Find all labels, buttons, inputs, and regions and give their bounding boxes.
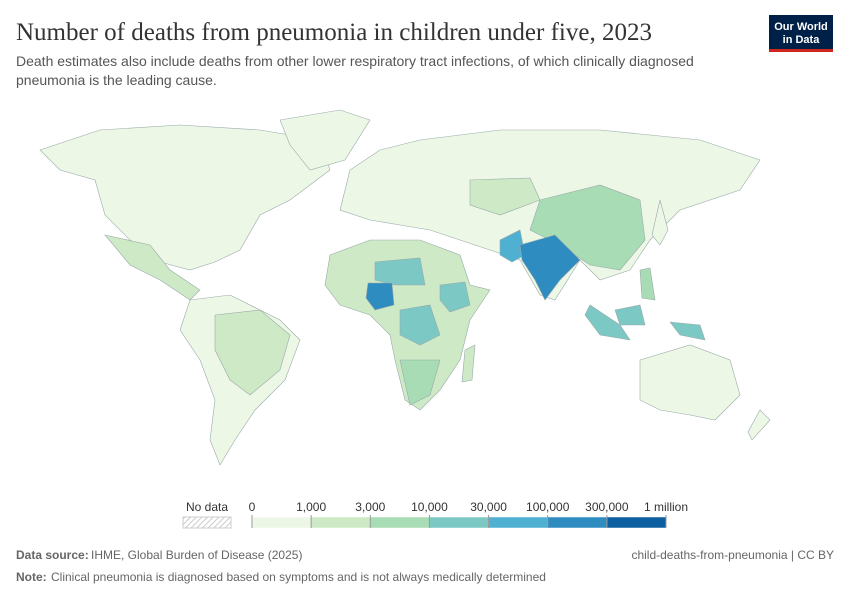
new-zealand[interactable] [747,409,771,441]
legend-bin [606,516,667,529]
legend: No data 0 1,000 3,000 10,000 30,000 100,000 30… [182,500,688,529]
central-asia[interactable] [469,177,541,216]
legend-bin [370,516,430,529]
legend-tick-label: 1 million [644,500,688,514]
legend-tick-label: 300,000 [585,500,629,514]
mexico[interactable] [104,234,201,301]
dr-congo[interactable] [399,304,441,346]
legend-tick-label: 0 [249,500,256,514]
logo-bar [769,49,833,52]
logo[interactable]: Our World in Data [769,15,833,52]
note-label: Note: [16,570,47,584]
legend-no-data-swatch [182,516,232,529]
china[interactable] [529,184,646,271]
logo-box[interactable] [769,15,833,51]
logo-text: in Data [783,34,821,46]
legend-tick-label: 1,000 [296,500,326,514]
legend-tick-label: 30,000 [470,500,507,514]
nigeria[interactable] [365,282,395,311]
legend-tick-label: 3,000 [355,500,385,514]
legend-tick-label: 10,000 [411,500,448,514]
legend-bin [488,516,548,529]
philippines[interactable] [639,267,656,301]
papua[interactable] [669,321,706,341]
brazil[interactable] [214,309,291,396]
madagascar[interactable] [461,344,476,383]
legend-bin [310,516,371,529]
legend-bin [547,516,608,529]
slug[interactable]: child-deaths-from-pneumonia | CC BY [631,548,834,562]
indonesia[interactable] [614,304,646,326]
ethiopia[interactable] [439,281,471,313]
india[interactable] [519,234,581,301]
niger-chad[interactable] [374,257,426,286]
note: Clinical pneumonia is diagnosed based on… [51,570,546,584]
legend-no-data-label: No data [186,500,228,514]
legend-tick-label: 100,000 [526,500,570,514]
subtitle: Death estimates also include deaths from… [16,53,694,69]
legend-bin [429,516,489,529]
legend-bin [251,516,312,529]
title: Number of deaths from pneumonia in child… [16,19,652,46]
southern-africa[interactable] [399,359,441,406]
logo-text: Our World [774,21,828,33]
source-label: Data source: [16,548,89,562]
greenland[interactable] [279,109,371,171]
subtitle: pneumonia is the leading cause. [16,72,217,88]
japan[interactable] [651,199,669,246]
north-america[interactable] [39,124,331,271]
australia[interactable] [639,344,741,421]
indonesia[interactable] [584,304,631,341]
source: IHME, Global Burden of Disease (2025) [91,548,302,562]
world-map [39,109,771,466]
pakistan[interactable] [499,229,526,263]
